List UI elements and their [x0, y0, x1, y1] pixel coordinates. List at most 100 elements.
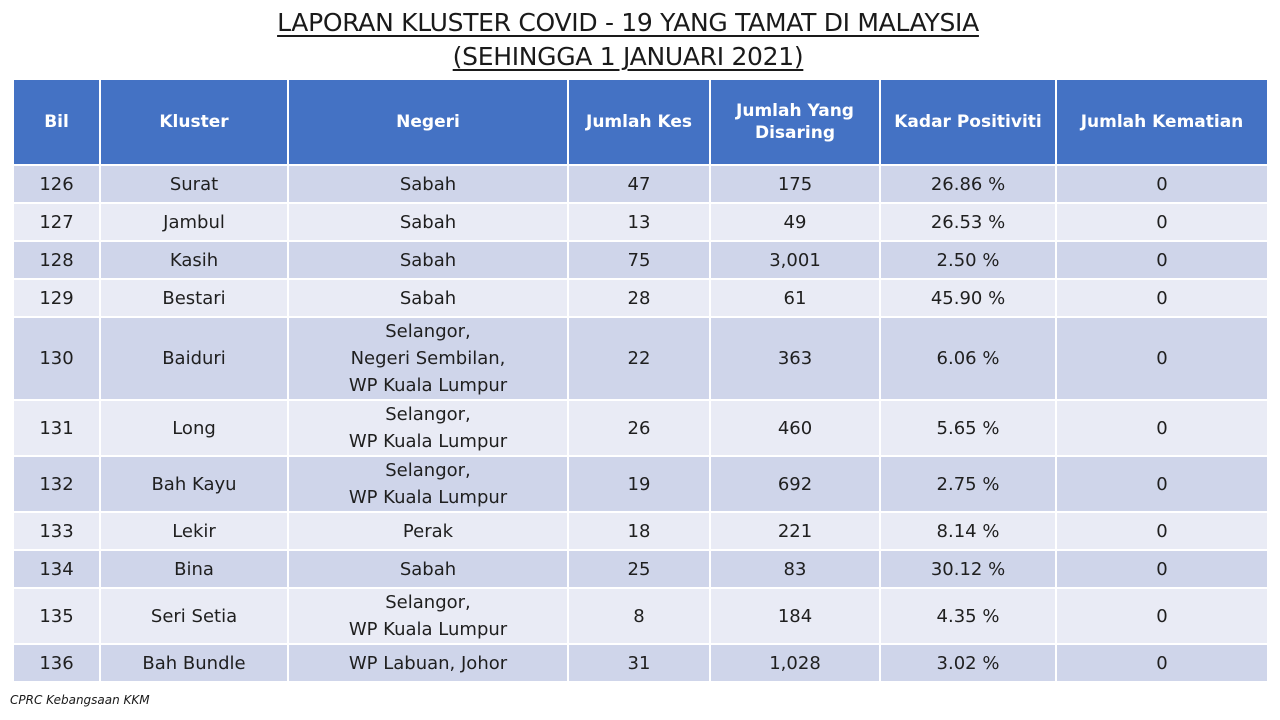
- cell-kematian: 0: [1055, 278, 1269, 318]
- table-body: 126 Surat Sabah 47 175 26.86 % 0 127 Jambul Sabah…: [12, 164, 1269, 683]
- header-jumlah-disaring-line-1: Jumlah Yang: [736, 101, 854, 121]
- cell-negeri: Sabah: [287, 240, 569, 280]
- cell-bil: 135: [12, 587, 101, 645]
- cell-kematian: 0: [1055, 549, 1269, 589]
- cell-kematian: 0: [1055, 643, 1269, 683]
- cell-negeri: Sabah: [287, 549, 569, 589]
- cell-bil: 131: [12, 399, 101, 457]
- cell-disaring: 692: [709, 455, 881, 513]
- cell-positiviti: 2.50 %: [879, 240, 1057, 280]
- negeri-line: Sabah: [399, 173, 457, 195]
- cell-disaring: 83: [709, 549, 881, 589]
- negeri-line: Perak: [402, 520, 454, 542]
- cell-kluster: Jambul: [99, 202, 289, 242]
- cell-kes: 25: [567, 549, 711, 589]
- header-jumlah-kes: Jumlah Kes: [567, 78, 711, 166]
- table-header-row: Bil Kluster Negeri Jumlah Kes Jumlah Yan…: [12, 78, 1269, 166]
- table-row: 135 Seri Setia Selangor, WP Kuala Lumpur 8 18…: [12, 587, 1269, 645]
- cell-kes: 13: [567, 202, 711, 242]
- table-row: 131 Long Selangor, WP Kuala Lumpur 26 460 5.65…: [12, 399, 1269, 457]
- table-row: 134 Bina Sabah 25 83 30.12 % 0: [12, 549, 1269, 589]
- cell-kluster: Kasih: [99, 240, 289, 280]
- cell-bil: 128: [12, 240, 101, 280]
- cell-bil: 129: [12, 278, 101, 318]
- cell-kes: 26: [567, 399, 711, 457]
- cell-negeri: Sabah: [287, 202, 569, 242]
- cell-kematian: 0: [1055, 202, 1269, 242]
- cell-positiviti: 26.53 %: [879, 202, 1057, 242]
- negeri-line: Sabah: [399, 249, 457, 271]
- cell-kes: 19: [567, 455, 711, 513]
- header-bil: Bil: [12, 78, 101, 166]
- cell-disaring: 49: [709, 202, 881, 242]
- source-footer: CPRC Kebangsaan KKM: [10, 693, 150, 707]
- cell-kematian: 0: [1055, 316, 1269, 401]
- report-title: LAPORAN KLUSTER COVID - 19 YANG TAMAT DI…: [0, 6, 1256, 74]
- table-row: 127 Jambul Sabah 13 49 26.53 % 0: [12, 202, 1269, 242]
- negeri-line: WP Kuala Lumpur: [348, 431, 508, 452]
- title-line-2: (SEHINGGA 1 JANUARI 2021): [452, 42, 804, 71]
- cell-positiviti: 6.06 %: [879, 316, 1057, 401]
- cell-kluster: Bah Bundle: [99, 643, 289, 683]
- negeri-line: WP Labuan, Johor: [348, 652, 508, 674]
- negeri-line: Negeri Sembilan,: [350, 348, 506, 369]
- cell-bil: 127: [12, 202, 101, 242]
- cell-bil: 130: [12, 316, 101, 401]
- cell-kluster: Bina: [99, 549, 289, 589]
- cell-positiviti: 3.02 %: [879, 643, 1057, 683]
- cell-bil: 136: [12, 643, 101, 683]
- cell-negeri: Selangor, WP Kuala Lumpur: [287, 399, 569, 457]
- header-jumlah-disaring-line-2: Disaring: [754, 123, 835, 143]
- cell-disaring: 175: [709, 164, 881, 204]
- cell-positiviti: 30.12 %: [879, 549, 1057, 589]
- cell-kematian: 0: [1055, 164, 1269, 204]
- negeri-line: Sabah: [399, 211, 457, 233]
- cell-negeri: Sabah: [287, 278, 569, 318]
- table-row: 133 Lekir Perak 18 221 8.14 % 0: [12, 511, 1269, 551]
- cell-negeri: Selangor, Negeri Sembilan, WP Kuala Lumpur: [287, 316, 569, 401]
- cell-disaring: 221: [709, 511, 881, 551]
- cell-bil: 126: [12, 164, 101, 204]
- cell-disaring: 363: [709, 316, 881, 401]
- cell-negeri: Selangor, WP Kuala Lumpur: [287, 587, 569, 645]
- table-row: 126 Surat Sabah 47 175 26.86 % 0: [12, 164, 1269, 204]
- cell-positiviti: 26.86 %: [879, 164, 1057, 204]
- table-row: 130 Baiduri Selangor, Negeri Sembilan, WP Ku…: [12, 316, 1269, 401]
- table-row: 129 Bestari Sabah 28 61 45.90 % 0: [12, 278, 1269, 318]
- header-negeri: Negeri: [287, 78, 569, 166]
- negeri-line: WP Kuala Lumpur: [348, 375, 508, 396]
- cell-negeri: WP Labuan, Johor: [287, 643, 569, 683]
- cell-bil: 132: [12, 455, 101, 513]
- cell-positiviti: 4.35 %: [879, 587, 1057, 645]
- negeri-line: WP Kuala Lumpur: [348, 619, 508, 640]
- cell-disaring: 460: [709, 399, 881, 457]
- cell-negeri: Sabah: [287, 164, 569, 204]
- negeri-line: Sabah: [399, 287, 457, 309]
- table-row: 128 Kasih Sabah 75 3,001 2.50 % 0: [12, 240, 1269, 280]
- cell-positiviti: 45.90 %: [879, 278, 1057, 318]
- cell-bil: 134: [12, 549, 101, 589]
- table-row: 136 Bah Bundle WP Labuan, Johor 31 1,028 3.02…: [12, 643, 1269, 683]
- cell-kluster: Baiduri: [99, 316, 289, 401]
- cell-kes: 18: [567, 511, 711, 551]
- cell-kes: 47: [567, 164, 711, 204]
- header-jumlah-kematian: Jumlah Kematian: [1055, 78, 1269, 166]
- cell-kematian: 0: [1055, 240, 1269, 280]
- cell-kes: 28: [567, 278, 711, 318]
- negeri-line: Selangor,: [385, 592, 471, 613]
- title-line-1: LAPORAN KLUSTER COVID - 19 YANG TAMAT DI…: [277, 8, 979, 37]
- cell-kematian: 0: [1055, 511, 1269, 551]
- negeri-line: Sabah: [399, 558, 457, 580]
- cell-kluster: Lekir: [99, 511, 289, 551]
- header-kluster: Kluster: [99, 78, 289, 166]
- cell-bil: 133: [12, 511, 101, 551]
- negeri-line: WP Kuala Lumpur: [348, 487, 508, 508]
- header-kadar-positiviti: Kadar Positiviti: [879, 78, 1057, 166]
- cell-kluster: Bestari: [99, 278, 289, 318]
- cell-kes: 75: [567, 240, 711, 280]
- table-row: 132 Bah Kayu Selangor, WP Kuala Lumpur 19 692…: [12, 455, 1269, 513]
- cell-positiviti: 8.14 %: [879, 511, 1057, 551]
- cell-negeri: Selangor, WP Kuala Lumpur: [287, 455, 569, 513]
- cluster-table: Bil Kluster Negeri Jumlah Kes Jumlah Yan…: [12, 78, 1269, 683]
- cell-negeri: Perak: [287, 511, 569, 551]
